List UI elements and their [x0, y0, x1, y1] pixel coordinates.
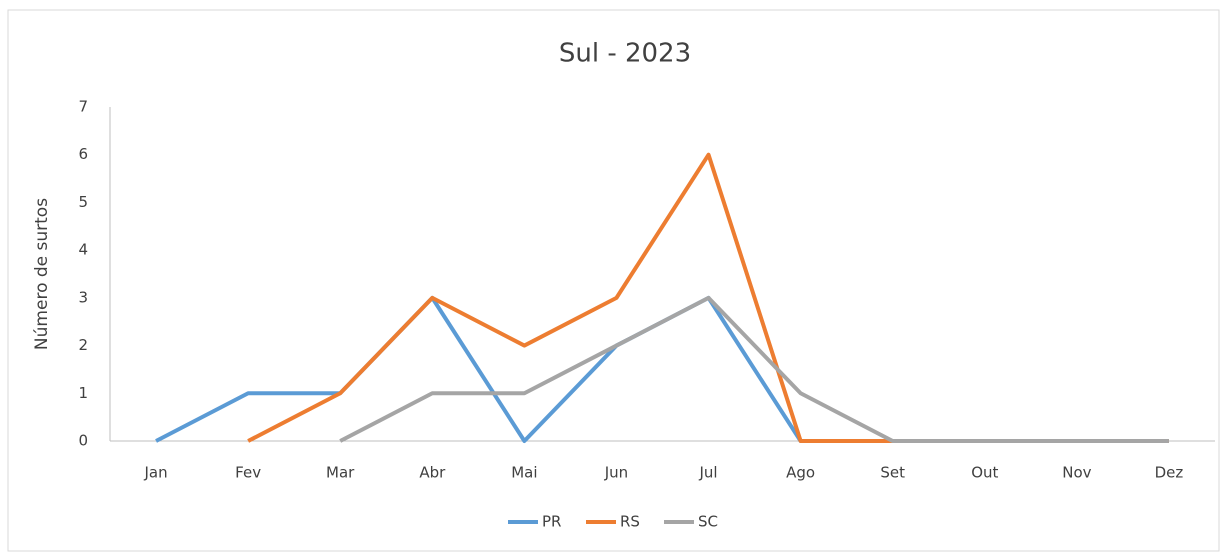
- y-tick-label: 1: [78, 384, 88, 402]
- y-tick-label: 7: [78, 98, 88, 116]
- x-tick-label: Mar: [326, 464, 355, 482]
- y-tick-label: 3: [78, 288, 88, 306]
- y-tick-label: 2: [78, 336, 88, 354]
- x-tick-label: Ago: [786, 464, 815, 482]
- legend-label: RS: [620, 513, 640, 531]
- x-tick-label: Out: [971, 464, 998, 482]
- y-tick-label: 4: [78, 241, 88, 259]
- x-tick-label: Jun: [604, 464, 628, 482]
- y-axis-label: Número de surtos: [32, 198, 52, 350]
- chart-border: [7, 9, 1220, 552]
- x-tick-label: Dez: [1155, 464, 1184, 482]
- y-tick-label: 0: [78, 432, 88, 450]
- x-tick-label: Fev: [235, 464, 261, 482]
- legend-label: PR: [542, 513, 561, 531]
- x-tick-label: Nov: [1062, 464, 1091, 482]
- x-tick-label: Mai: [511, 464, 537, 482]
- x-tick-label: Set: [880, 464, 905, 482]
- y-tick-label: 6: [78, 145, 88, 163]
- y-tick-label: 5: [78, 193, 88, 211]
- line-series: [339, 295, 1169, 443]
- x-tick-label: Jul: [698, 464, 717, 482]
- x-tick-label: Jan: [143, 464, 167, 482]
- legend-label: SC: [698, 513, 718, 531]
- x-tick-label: Abr: [419, 464, 446, 482]
- chart-title: Sul - 2023: [559, 39, 691, 69]
